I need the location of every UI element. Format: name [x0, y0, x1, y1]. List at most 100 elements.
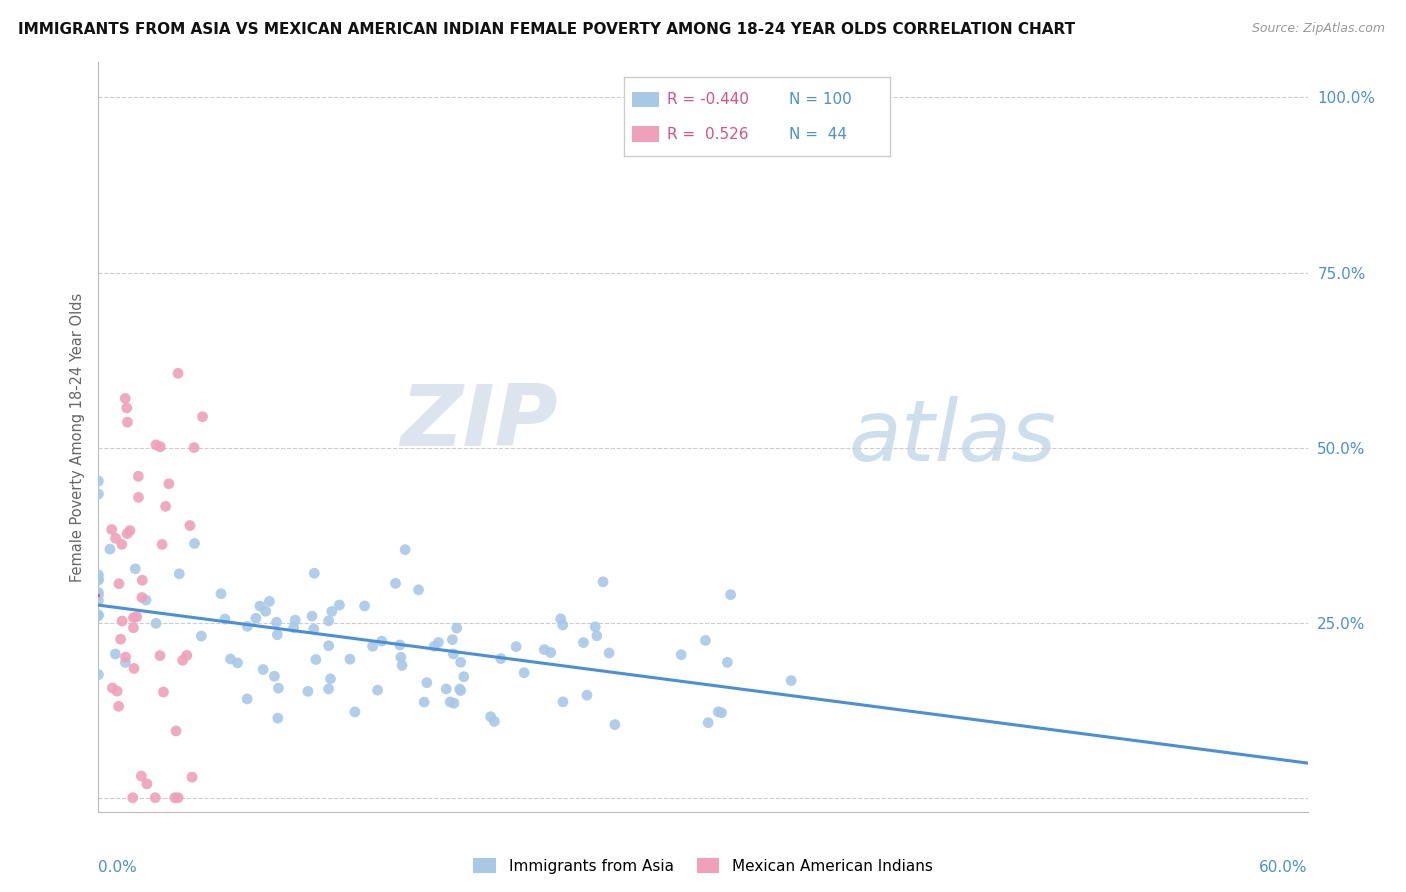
Point	[149, 440, 172, 454]
Point	[427, 635, 450, 649]
Point	[305, 652, 328, 666]
Point	[671, 648, 693, 662]
Point	[297, 684, 319, 698]
Point	[245, 611, 267, 625]
Point	[353, 599, 375, 613]
Point	[319, 672, 342, 686]
Text: 0.0%: 0.0%	[98, 861, 138, 875]
Point	[413, 695, 436, 709]
Point	[214, 612, 236, 626]
Point	[135, 777, 157, 791]
Point	[533, 642, 555, 657]
Point	[389, 650, 412, 665]
Point	[266, 615, 288, 630]
Point	[87, 568, 110, 582]
Point	[450, 655, 472, 669]
Point	[104, 531, 127, 545]
Point	[301, 609, 323, 624]
Point	[87, 667, 110, 681]
Point	[370, 634, 392, 648]
Point	[318, 639, 340, 653]
Point	[87, 573, 110, 587]
Point	[115, 401, 138, 415]
Point	[111, 537, 134, 551]
Point	[284, 613, 307, 627]
Point	[710, 706, 733, 720]
Point	[343, 705, 366, 719]
Point	[263, 669, 285, 683]
Point	[143, 790, 166, 805]
Point	[551, 618, 574, 632]
Point	[135, 593, 157, 607]
Point	[122, 621, 145, 635]
Text: IMMIGRANTS FROM ASIA VS MEXICAN AMERICAN INDIAN FEMALE POVERTY AMONG 18-24 YEAR : IMMIGRANTS FROM ASIA VS MEXICAN AMERICAN…	[18, 22, 1076, 37]
Point	[209, 587, 232, 601]
Point	[283, 621, 305, 635]
Point	[716, 656, 738, 670]
Point	[780, 673, 803, 688]
Point	[267, 711, 290, 725]
Point	[219, 652, 242, 666]
Point	[107, 699, 129, 714]
Point	[540, 646, 562, 660]
Point	[551, 695, 574, 709]
Point	[124, 562, 146, 576]
Point	[484, 714, 506, 729]
Point	[87, 593, 110, 607]
Point	[87, 474, 110, 488]
Point	[87, 607, 110, 622]
Point	[172, 653, 194, 667]
Point	[416, 675, 439, 690]
Point	[87, 585, 110, 599]
Point	[304, 566, 326, 581]
Point	[176, 648, 198, 663]
Point	[167, 790, 190, 805]
Point	[423, 639, 446, 653]
Point	[446, 621, 468, 635]
Point	[252, 663, 274, 677]
Point	[441, 647, 464, 661]
Legend: Immigrants from Asia, Mexican American Indians: Immigrants from Asia, Mexican American I…	[467, 852, 939, 880]
Point	[450, 683, 472, 698]
Point	[114, 392, 136, 406]
Point	[443, 696, 465, 710]
Point	[367, 683, 389, 698]
Point	[328, 598, 350, 612]
Point	[592, 574, 614, 589]
Point	[318, 681, 340, 696]
Point	[321, 604, 343, 618]
Point	[155, 500, 177, 514]
Point	[603, 717, 626, 731]
Point	[318, 614, 340, 628]
Point	[127, 491, 149, 505]
Point	[111, 614, 134, 628]
Point	[391, 658, 413, 673]
Point	[505, 640, 527, 654]
Point	[259, 594, 281, 608]
Point	[302, 622, 325, 636]
Point	[122, 610, 145, 624]
Text: Source: ZipAtlas.com: Source: ZipAtlas.com	[1251, 22, 1385, 36]
Point	[191, 409, 214, 424]
Point	[122, 661, 145, 675]
Point	[695, 633, 717, 648]
Point	[408, 582, 430, 597]
Point	[165, 723, 187, 738]
Point	[105, 684, 128, 698]
Point	[108, 576, 131, 591]
Point	[394, 542, 416, 557]
Point	[150, 537, 173, 551]
Point	[707, 705, 730, 719]
Point	[131, 591, 153, 605]
Text: 60.0%: 60.0%	[1260, 861, 1308, 875]
Point	[110, 632, 132, 647]
Point	[100, 523, 122, 537]
Point	[697, 715, 720, 730]
Text: atlas: atlas	[848, 395, 1056, 479]
Point	[236, 692, 259, 706]
Point	[87, 487, 110, 501]
Point	[583, 620, 606, 634]
Point	[101, 681, 124, 695]
Point	[339, 652, 361, 666]
Point	[388, 638, 411, 652]
